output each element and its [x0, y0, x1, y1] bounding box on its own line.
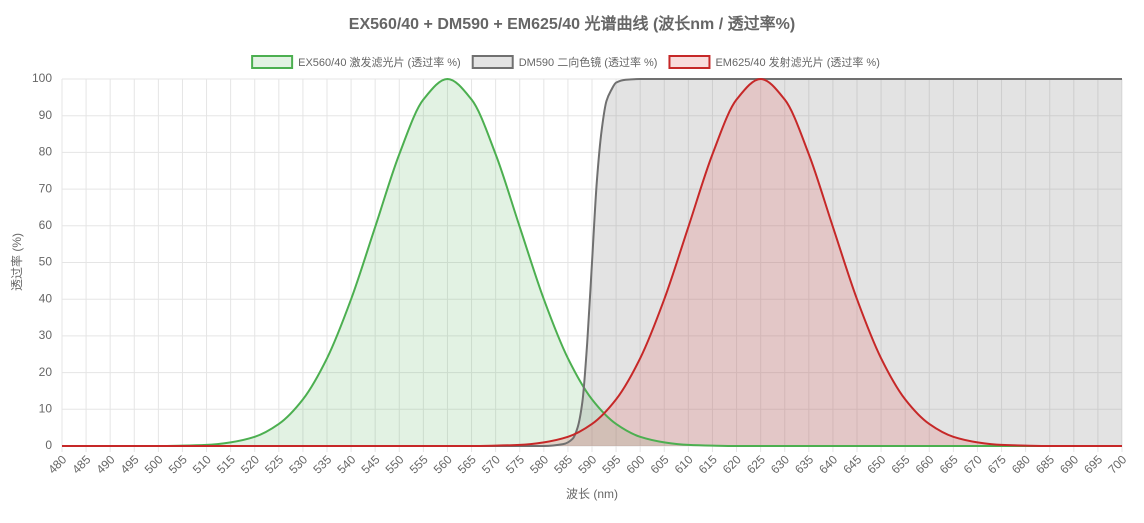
x-axis-label: 波长 (nm) — [566, 487, 618, 501]
x-tick-label: 490 — [93, 452, 117, 476]
legend-item[interactable]: EX560/40 激发滤光片 (透过率 %) — [251, 55, 461, 69]
x-tick-label: 670 — [961, 452, 985, 476]
x-tick-label: 650 — [864, 452, 888, 476]
y-tick-label: 70 — [39, 181, 53, 195]
x-tick-label: 700 — [1105, 452, 1129, 476]
x-tick-label: 625 — [744, 452, 768, 476]
legend-swatch — [668, 55, 711, 69]
x-tick-label: 485 — [69, 452, 93, 476]
x-tick-label: 590 — [575, 452, 599, 476]
legend-item[interactable]: DM590 二向色镜 (透过率 %) — [471, 55, 658, 69]
legend-label: EM625/40 发射滤光片 (透过率 %) — [715, 55, 879, 69]
line — [61, 77, 1122, 448]
line — [61, 77, 1122, 448]
y-tick-label: 0 — [45, 438, 52, 452]
y-tick-label: 90 — [39, 108, 53, 122]
x-tick-label: 655 — [888, 452, 912, 476]
x-tick-label: 645 — [840, 452, 864, 476]
x-tick-label: 635 — [792, 452, 816, 476]
x-tick-label: 550 — [383, 452, 407, 476]
legend: EX560/40 激发滤光片 (透过率 %) DM590 二向色镜 (透过率 %)… — [251, 55, 880, 69]
y-tick-label: 20 — [39, 365, 53, 379]
x-tick-label: 695 — [1081, 452, 1105, 476]
x-tick-label: 615 — [696, 452, 720, 476]
x-tick-label: 675 — [985, 452, 1009, 476]
x-tick-label: 495 — [118, 452, 142, 476]
x-tick-label: 560 — [431, 452, 455, 476]
x-tick-label: 500 — [142, 452, 166, 476]
x-tick-label: 580 — [527, 452, 551, 476]
x-tick-label: 565 — [455, 452, 479, 476]
chart-title: EX560/40 + DM590 + EM625/40 光谱曲线 (波长nm /… — [349, 14, 795, 33]
y-tick-label: 50 — [39, 255, 53, 269]
x-tick-label: 660 — [913, 452, 937, 476]
y-tick-label: 80 — [39, 145, 53, 159]
y-axis-label: 透过率 (%) — [9, 233, 24, 291]
y-tick-label: 60 — [39, 218, 53, 232]
legend-swatch — [251, 55, 294, 69]
x-tick-label: 575 — [503, 452, 527, 476]
lines — [61, 77, 1122, 448]
legend-label: DM590 二向色镜 (透过率 %) — [519, 55, 658, 69]
x-tick-label: 525 — [262, 452, 286, 476]
x-tick-label: 540 — [334, 452, 358, 476]
x-tick-label: 690 — [1057, 452, 1081, 476]
legend-swatch — [471, 55, 514, 69]
legend-label: EX560/40 激发滤光片 (透过率 %) — [298, 55, 461, 69]
area — [62, 79, 1122, 446]
x-tick-label: 535 — [310, 452, 334, 476]
x-tick-label: 620 — [720, 452, 744, 476]
x-tick-label: 570 — [479, 452, 503, 476]
x-tick-label: 515 — [214, 452, 238, 476]
x-tick-label: 510 — [190, 452, 214, 476]
x-tick-label: 530 — [286, 452, 310, 476]
x-tick-label: 610 — [672, 452, 696, 476]
y-tick-label: 30 — [39, 328, 53, 342]
x-tick-label: 505 — [166, 452, 190, 476]
x-tick-label: 685 — [1033, 452, 1057, 476]
x-tick-label: 520 — [238, 452, 262, 476]
x-tick-label: 595 — [599, 452, 623, 476]
y-tick-label: 10 — [39, 401, 53, 415]
x-tick-label: 680 — [1009, 452, 1033, 476]
x-tick-label: 600 — [623, 452, 647, 476]
x-tick-label: 605 — [648, 452, 672, 476]
x-tick-label: 630 — [768, 452, 792, 476]
x-tick-label: 640 — [816, 452, 840, 476]
legend-item[interactable]: EM625/40 发射滤光片 (透过率 %) — [668, 55, 880, 69]
x-tick-label: 585 — [551, 452, 575, 476]
y-tick-label: 40 — [39, 291, 53, 305]
y-tick-label: 100 — [32, 71, 52, 85]
x-tick-label: 545 — [358, 452, 382, 476]
line — [61, 77, 1122, 448]
x-tick-label: 555 — [407, 452, 431, 476]
x-tick-label: 480 — [45, 452, 69, 476]
x-tick-label: 665 — [937, 452, 961, 476]
